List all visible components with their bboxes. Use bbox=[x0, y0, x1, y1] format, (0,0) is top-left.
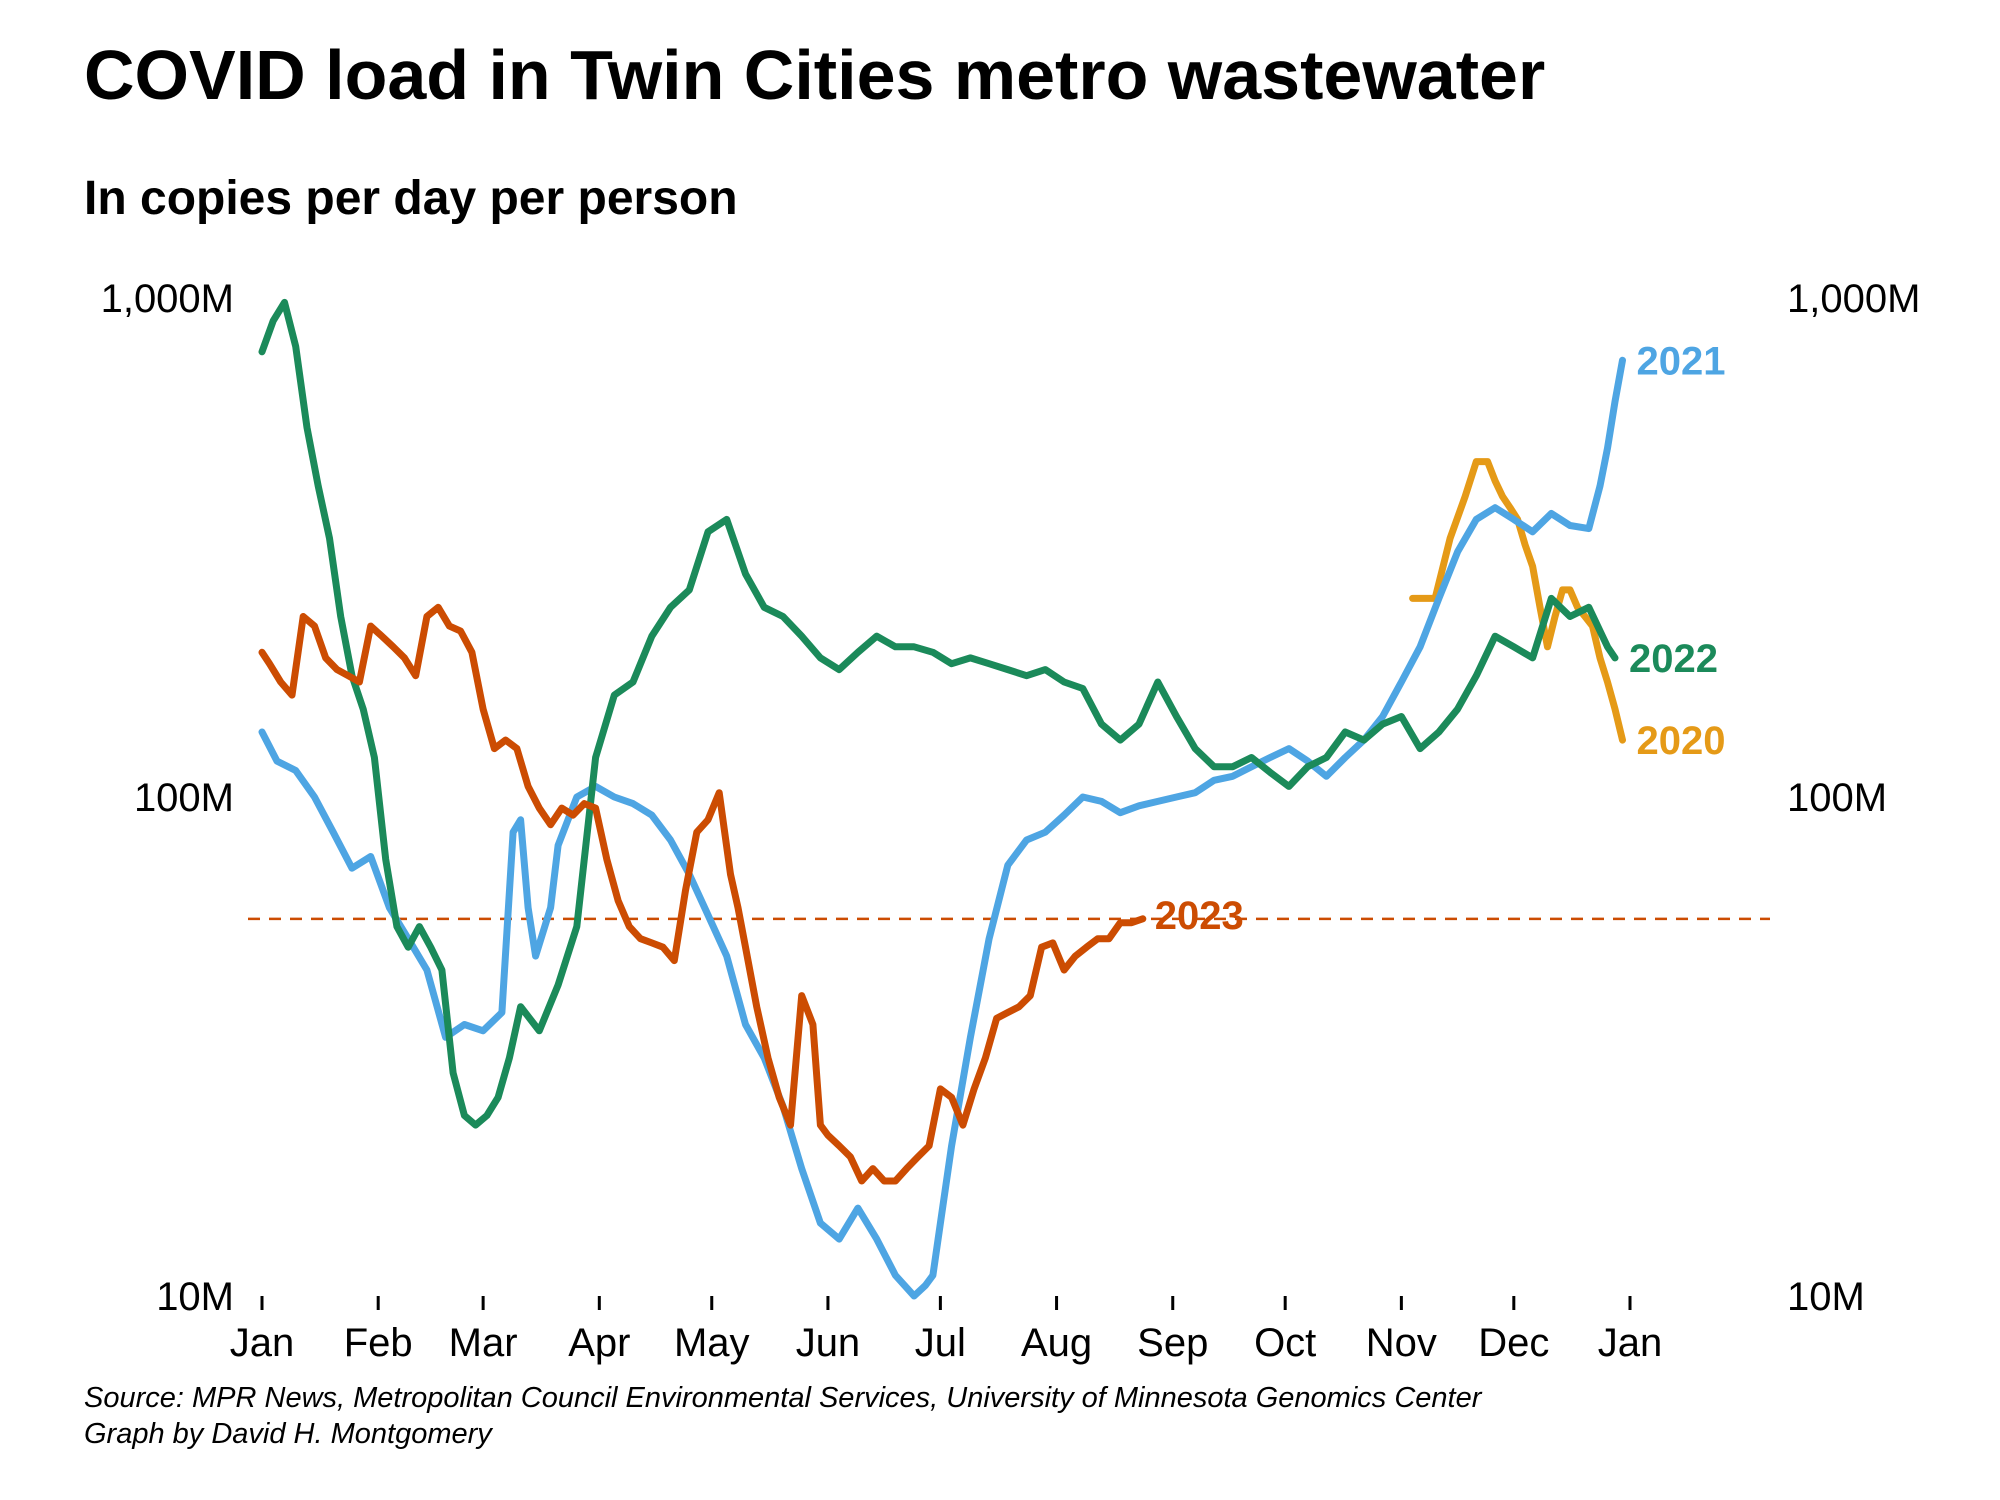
x-tick-label: Jan bbox=[230, 1321, 295, 1365]
x-tick-label: Dec bbox=[1478, 1321, 1549, 1365]
y-tick-label-left: 100M bbox=[134, 776, 234, 820]
series-layer bbox=[258, 298, 1626, 1300]
y-tick-label-left: 1,000M bbox=[101, 277, 234, 321]
x-tick-label: Jun bbox=[796, 1321, 861, 1365]
chart-subtitle: In copies per day per person bbox=[84, 172, 738, 225]
series-line-2023 bbox=[258, 603, 1147, 1185]
x-tick-label: Aug bbox=[1021, 1321, 1092, 1365]
series-label-2020: 2020 bbox=[1637, 719, 1726, 763]
x-tick-label: May bbox=[674, 1321, 750, 1365]
source-note: Source: MPR News, Metropolitan Council E… bbox=[84, 1382, 1482, 1414]
series-label-2023: 2023 bbox=[1155, 894, 1244, 938]
y-tick-label-left: 10M bbox=[156, 1275, 234, 1319]
y-axis-right: 1,000M 100M 10M bbox=[1787, 277, 1920, 1319]
x-axis: Jan Feb Mar Apr May Jun Jul Aug Sep Oct Nov Dec Jan bbox=[230, 1296, 1663, 1365]
series-line-2021 bbox=[258, 356, 1626, 1300]
y-tick-label-right: 1,000M bbox=[1787, 277, 1920, 321]
x-tick-label: Sep bbox=[1137, 1321, 1208, 1365]
x-tick-label: Oct bbox=[1254, 1321, 1316, 1365]
series-line-2022 bbox=[258, 298, 1619, 1129]
chart-footer: Source: MPR News, Metropolitan Council E… bbox=[84, 1380, 1481, 1452]
x-tick-label: Nov bbox=[1366, 1321, 1437, 1365]
series-label-2022: 2022 bbox=[1629, 637, 1718, 681]
x-tick-label: Feb bbox=[344, 1321, 413, 1365]
y-tick-label-right: 10M bbox=[1787, 1275, 1865, 1319]
chart-title: COVID load in Twin Cities metro wastewat… bbox=[84, 36, 1546, 114]
x-tick-label: Mar bbox=[449, 1321, 518, 1365]
series-label-2021: 2021 bbox=[1637, 339, 1726, 383]
series-line-2020 bbox=[1409, 458, 1626, 744]
x-tick-label: Jan bbox=[1598, 1321, 1663, 1365]
series-label-layer: 2020 2021 2022 2023 bbox=[1155, 339, 1726, 937]
credit-note: Graph by David H. Montgomery bbox=[84, 1418, 492, 1450]
y-axis-left: 1,000M 100M 10M bbox=[101, 277, 234, 1319]
x-tick-label: Apr bbox=[568, 1321, 630, 1365]
x-tick-label: Jul bbox=[915, 1321, 966, 1365]
y-tick-label-right: 100M bbox=[1787, 776, 1887, 820]
